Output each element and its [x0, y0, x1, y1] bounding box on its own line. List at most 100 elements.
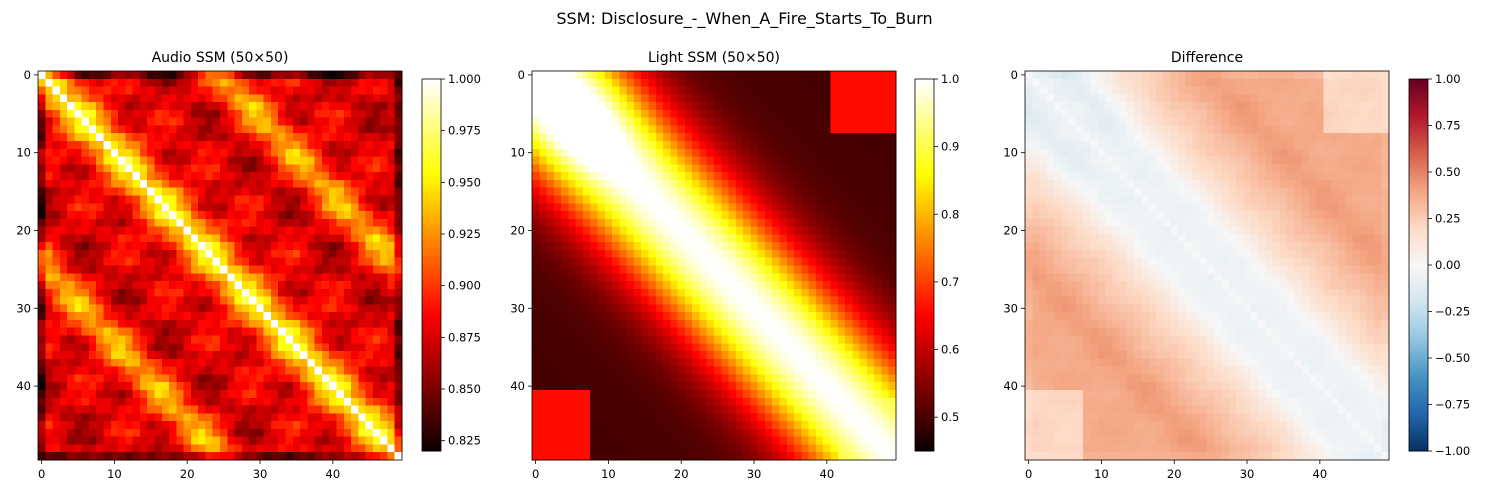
heatmap-cell — [263, 335, 272, 344]
heatmap-cell — [358, 125, 366, 134]
heatmap-cell — [561, 71, 569, 80]
heatmap-cell — [575, 164, 584, 173]
heatmap-cell — [772, 304, 780, 313]
heatmap-cell — [118, 335, 126, 344]
heatmap-cell — [743, 288, 751, 297]
heatmap-cell — [285, 71, 294, 80]
heatmap-cell — [612, 343, 620, 352]
heatmap-cell — [699, 304, 708, 313]
heatmap-cell — [147, 242, 155, 251]
heatmap-cell — [728, 288, 737, 297]
heatmap-cell — [714, 374, 722, 383]
heatmap-cell — [169, 86, 177, 95]
heatmap-cell — [205, 421, 214, 430]
heatmap-cell — [663, 94, 671, 103]
heatmap-cell — [590, 421, 598, 430]
heatmap-cell — [96, 179, 104, 188]
heatmap-cell — [205, 179, 214, 188]
heatmap-cell — [677, 94, 686, 103]
heatmap-cell — [539, 374, 547, 383]
heatmap-cell — [88, 273, 97, 282]
heatmap-cell — [190, 117, 199, 126]
heatmap-cell — [677, 281, 686, 290]
heatmap-cell — [757, 117, 766, 126]
heatmap-cell — [764, 343, 773, 352]
heatmap-cell — [343, 234, 352, 243]
heatmap-cell — [351, 71, 359, 80]
heatmap-cell — [750, 327, 758, 336]
heatmap-cell — [358, 249, 366, 259]
heatmap-cell — [270, 195, 279, 204]
heatmap-cell — [278, 125, 286, 134]
heatmap-cell — [779, 218, 788, 227]
heatmap-cell — [176, 125, 184, 134]
heatmap-cell — [633, 179, 642, 188]
heatmap-cell — [612, 296, 620, 305]
heatmap-cell — [582, 211, 591, 220]
heatmap-cell — [823, 187, 831, 196]
heatmap-cell — [750, 172, 758, 181]
heatmap-cell — [125, 444, 133, 453]
heatmap-cell — [96, 343, 104, 352]
heatmap-cell — [321, 102, 330, 111]
heatmap-cell — [655, 374, 664, 383]
heatmap-cell — [234, 397, 243, 406]
heatmap-cell — [154, 211, 163, 220]
heatmap-cell — [633, 172, 642, 181]
heatmap-cell — [808, 389, 817, 399]
heatmap-cell — [823, 195, 831, 204]
heatmap-cell — [692, 234, 700, 243]
heatmap-cell — [881, 218, 890, 227]
heatmap-cell — [692, 109, 700, 118]
colorbar-step — [422, 94, 441, 98]
heatmap-cell — [139, 172, 148, 181]
heatmap-cell — [532, 133, 540, 142]
heatmap-cell — [52, 257, 61, 266]
heatmap-cell — [641, 327, 649, 336]
colorbar-step — [422, 110, 441, 114]
heatmap-cell — [721, 86, 729, 95]
heatmap-cell — [699, 234, 708, 243]
heatmap-cell — [714, 187, 722, 196]
heatmap-cell — [67, 218, 75, 227]
heatmap-cell — [96, 358, 104, 367]
heatmap-cell — [205, 78, 214, 87]
heatmap-cell — [859, 94, 868, 103]
heatmap-cell — [394, 413, 403, 422]
heatmap-cell — [684, 382, 693, 391]
heatmap-cell — [743, 242, 751, 251]
heatmap-cell — [147, 428, 155, 437]
heatmap-cell — [546, 234, 555, 243]
heatmap-cell — [874, 366, 882, 375]
heatmap-cell — [329, 257, 337, 266]
heatmap-cell — [394, 156, 403, 165]
heatmap-cell — [132, 117, 141, 126]
heatmap-cell — [539, 102, 547, 111]
heatmap-cell — [365, 405, 374, 414]
heatmap-cell — [45, 296, 53, 305]
heatmap-cell — [546, 351, 555, 360]
heatmap-cell — [380, 335, 388, 344]
heatmap-cell — [176, 226, 184, 235]
heatmap-cell — [655, 296, 664, 305]
heatmap-cell — [74, 203, 82, 212]
heatmap-cell — [633, 343, 642, 352]
heatmap-cell — [234, 413, 243, 422]
heatmap-cell — [808, 319, 817, 329]
heatmap-cell — [365, 389, 374, 399]
heatmap-cell — [757, 405, 766, 414]
heatmap-cell — [845, 86, 853, 95]
heatmap-cell — [888, 296, 897, 305]
colorbar-step — [422, 277, 441, 281]
heatmap-cell — [561, 304, 569, 313]
heatmap-cell — [641, 397, 649, 406]
heatmap-cell — [234, 164, 243, 173]
heatmap-cell — [256, 281, 264, 290]
heatmap-cell — [772, 312, 780, 321]
heatmap-cell — [786, 242, 795, 251]
heatmap-cell — [59, 265, 68, 274]
heatmap-cell — [633, 86, 642, 95]
heatmap-cell — [561, 296, 569, 305]
heatmap-cell — [96, 452, 104, 461]
heatmap-cell — [67, 281, 75, 290]
